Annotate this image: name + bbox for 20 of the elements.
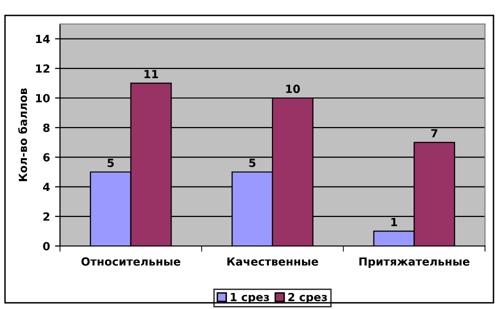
legend-label: 1 срез — [230, 292, 270, 304]
y-tick-label: 6 — [43, 153, 50, 162]
data-label: 1 — [391, 218, 398, 226]
y-tick-label: 4 — [43, 182, 50, 192]
y-tick-label: 14 — [36, 34, 50, 44]
y-axis-title: Кол-во баллов — [18, 88, 28, 182]
data-label: 10 — [286, 84, 300, 94]
x-tick-label: Качественные — [227, 257, 318, 266]
legend-label: 2 срез — [288, 292, 327, 304]
y-tick-label: 0 — [43, 242, 50, 250]
y-tick-label: 8 — [43, 124, 50, 132]
data-label: 5 — [249, 158, 256, 168]
y-tick-label: 12 — [36, 64, 50, 73]
data-label: 5 — [108, 158, 114, 168]
x-tick-label: Притяжательные — [359, 257, 470, 268]
data-label: 7 — [431, 129, 438, 138]
y-tick-label: 10 — [36, 94, 50, 102]
y-tick-label: 2 — [43, 212, 50, 221]
x-tick-label: Относительные — [81, 257, 180, 266]
data-label: 11 — [144, 70, 158, 78]
